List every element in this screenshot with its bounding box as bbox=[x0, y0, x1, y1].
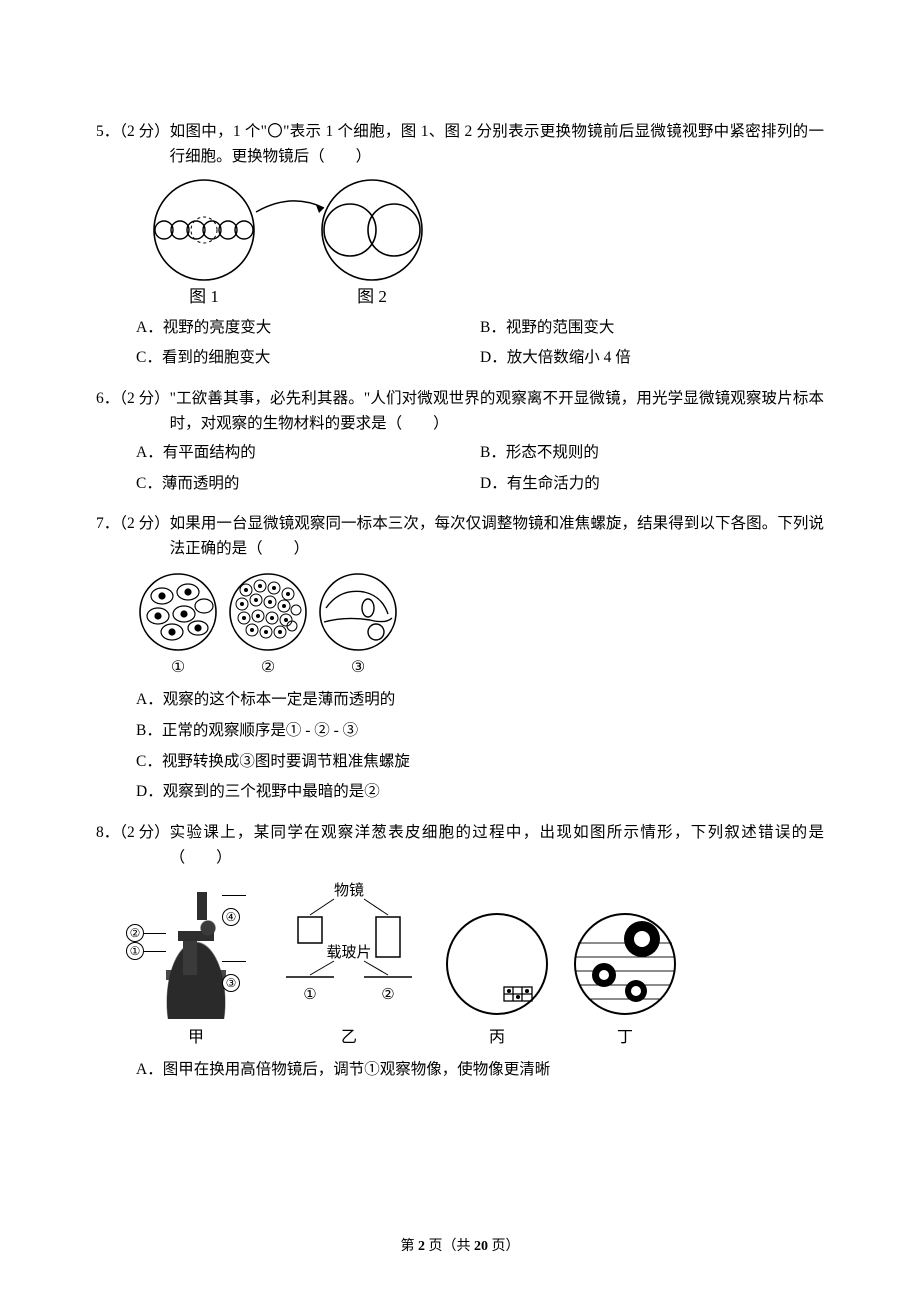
q8-options: A．图甲在换用高倍物镜后，调节①观察物像，使物像更清晰 bbox=[96, 1058, 824, 1089]
q8-text: 实验课上，某同学在观察洋葱表皮细胞的过程中，出现如图所示情形，下列叙述错误的是（… bbox=[170, 821, 824, 871]
page-footer: 第 2 页（共 20 页） bbox=[0, 1236, 920, 1258]
q7-num: 7． bbox=[96, 515, 119, 532]
q8-fig-bing: 丙 bbox=[442, 909, 552, 1051]
q5-opt-b: B．视野的范围变大 bbox=[480, 316, 824, 341]
q5-points: （2 分） bbox=[119, 123, 169, 140]
q6-opt-b: B．形态不规则的 bbox=[480, 441, 824, 466]
question-7: 7．（2 分） 如果用一台显微镜观察同一标本三次，每次仅调整物镜和准焦螺旋，结果… bbox=[96, 512, 824, 811]
yi-1: ① bbox=[303, 987, 316, 1003]
footer-suffix: 页） bbox=[488, 1239, 520, 1254]
q7-l2: ② bbox=[261, 659, 275, 676]
q8-fig-jia: ④ ② ① ③ 甲 bbox=[136, 879, 256, 1051]
question-6-stem: 6．（2 分） "工欲善其事，必先利其器。"人们对微观世界的观察离不开显微镜，用… bbox=[96, 387, 824, 437]
question-6: 6．（2 分） "工欲善其事，必先利其器。"人们对微观世界的观察离不开显微镜，用… bbox=[96, 387, 824, 502]
callout-3: ③ bbox=[222, 951, 256, 996]
q6-num: 6． bbox=[96, 390, 119, 407]
question-8-number: 8．（2 分） bbox=[96, 821, 170, 871]
q7-l1: ① bbox=[171, 659, 185, 676]
q5-svg: 图 1 图 2 bbox=[136, 178, 436, 308]
callout-4: ④ bbox=[222, 885, 256, 930]
q5-fig-label2: 图 2 bbox=[357, 287, 387, 306]
question-8-stem: 8．（2 分） 实验课上，某同学在观察洋葱表皮细胞的过程中，出现如图所示情形，下… bbox=[96, 821, 824, 871]
question-8: 8．（2 分） 实验课上，某同学在观察洋葱表皮细胞的过程中，出现如图所示情形，下… bbox=[96, 821, 824, 1089]
question-5: 5．（2 分） 如图中，1 个"〇"表示 1 个细胞，图 1、图 2 分别表示更… bbox=[96, 120, 824, 377]
q7-text: 如果用一台显微镜观察同一标本三次，每次仅调整物镜和准焦螺旋，结果得到以下各图。下… bbox=[170, 512, 824, 562]
q6-opt-d: D．有生命活力的 bbox=[480, 472, 824, 497]
q7-opt-c: C．视野转换成③图时要调节粗准焦螺旋 bbox=[136, 750, 824, 775]
question-7-number: 7．（2 分） bbox=[96, 512, 170, 562]
q7-opt-a: A．观察的这个标本一定是薄而透明的 bbox=[136, 688, 824, 713]
q8-label-bing: 丙 bbox=[489, 1025, 505, 1051]
q5-opt-c: C．看到的细胞变大 bbox=[136, 346, 480, 371]
q6-text: "工欲善其事，必先利其器。"人们对微观世界的观察离不开显微镜，用光学显微镜观察玻… bbox=[170, 387, 824, 437]
q8-yi-svg: 物镜 载玻片 ① ② bbox=[274, 879, 424, 1019]
q5-opt-a: A．视野的亮度变大 bbox=[136, 316, 480, 341]
q6-options: A．有平面结构的 B．形态不规则的 C．薄而透明的 D．有生命活力的 bbox=[96, 441, 824, 503]
q8-fig-ding: 丁 bbox=[570, 909, 680, 1051]
q8-num: 8． bbox=[96, 824, 119, 841]
q5-fig-label1: 图 1 bbox=[189, 287, 219, 306]
footer-mid: 页（共 bbox=[425, 1239, 474, 1254]
microscope-icon: ④ ② ① ③ bbox=[136, 879, 256, 1019]
callout-1: ① bbox=[126, 941, 166, 963]
q8-points: （2 分） bbox=[119, 824, 169, 841]
q5-figure: 图 1 图 2 bbox=[96, 178, 824, 308]
q8-figure-row: ④ ② ① ③ 甲 物镜 载玻片 bbox=[96, 879, 824, 1051]
q7-svg: ① ② ③ bbox=[136, 570, 416, 680]
q8-opt-a: A．图甲在换用高倍物镜后，调节①观察物像，使物像更清晰 bbox=[136, 1058, 824, 1083]
q8-fig-yi: 物镜 载玻片 ① ② 乙 bbox=[274, 879, 424, 1051]
footer-prefix: 第 bbox=[401, 1239, 419, 1254]
q7-points: （2 分） bbox=[119, 515, 169, 532]
q8-ding-svg bbox=[570, 909, 680, 1019]
q8-bing-svg bbox=[442, 909, 552, 1019]
q6-points: （2 分） bbox=[119, 390, 169, 407]
footer-current: 2 bbox=[418, 1239, 425, 1254]
content-area: 5．（2 分） 如图中，1 个"〇"表示 1 个细胞，图 1、图 2 分别表示更… bbox=[0, 0, 920, 1089]
question-6-number: 6．（2 分） bbox=[96, 387, 170, 437]
yi-2: ② bbox=[381, 987, 394, 1003]
q7-l3: ③ bbox=[351, 659, 365, 676]
question-5-stem: 5．（2 分） 如图中，1 个"〇"表示 1 个细胞，图 1、图 2 分别表示更… bbox=[96, 120, 824, 170]
yi-wujin: 物镜 bbox=[334, 881, 364, 899]
q5-opt-d: D．放大倍数缩小 4 倍 bbox=[480, 346, 824, 371]
q8-label-ding: 丁 bbox=[617, 1025, 633, 1051]
q8-label-jia: 甲 bbox=[188, 1025, 204, 1051]
question-7-stem: 7．（2 分） 如果用一台显微镜观察同一标本三次，每次仅调整物镜和准焦螺旋，结果… bbox=[96, 512, 824, 562]
q6-opt-a: A．有平面结构的 bbox=[136, 441, 480, 466]
q7-figure: ① ② ③ bbox=[96, 570, 824, 680]
q5-options: A．视野的亮度变大 B．视野的范围变大 C．看到的细胞变大 D．放大倍数缩小 4… bbox=[96, 316, 824, 378]
q6-opt-c: C．薄而透明的 bbox=[136, 472, 480, 497]
footer-total: 20 bbox=[474, 1239, 488, 1254]
question-5-number: 5．（2 分） bbox=[96, 120, 170, 170]
page: 5．（2 分） 如图中，1 个"〇"表示 1 个细胞，图 1、图 2 分别表示更… bbox=[0, 0, 920, 1302]
q5-text: 如图中，1 个"〇"表示 1 个细胞，图 1、图 2 分别表示更换物镜前后显微镜… bbox=[170, 120, 824, 170]
q8-label-yi: 乙 bbox=[341, 1025, 357, 1051]
q7-opt-b: B．正常的观察顺序是① - ② - ③ bbox=[136, 719, 824, 744]
q5-num: 5． bbox=[96, 123, 119, 140]
q7-opt-d: D．观察到的三个视野中最暗的是② bbox=[136, 780, 824, 805]
q7-options: A．观察的这个标本一定是薄而透明的 B．正常的观察顺序是① - ② - ③ C．… bbox=[96, 688, 824, 811]
yi-zbp: 载玻片 bbox=[326, 944, 371, 961]
